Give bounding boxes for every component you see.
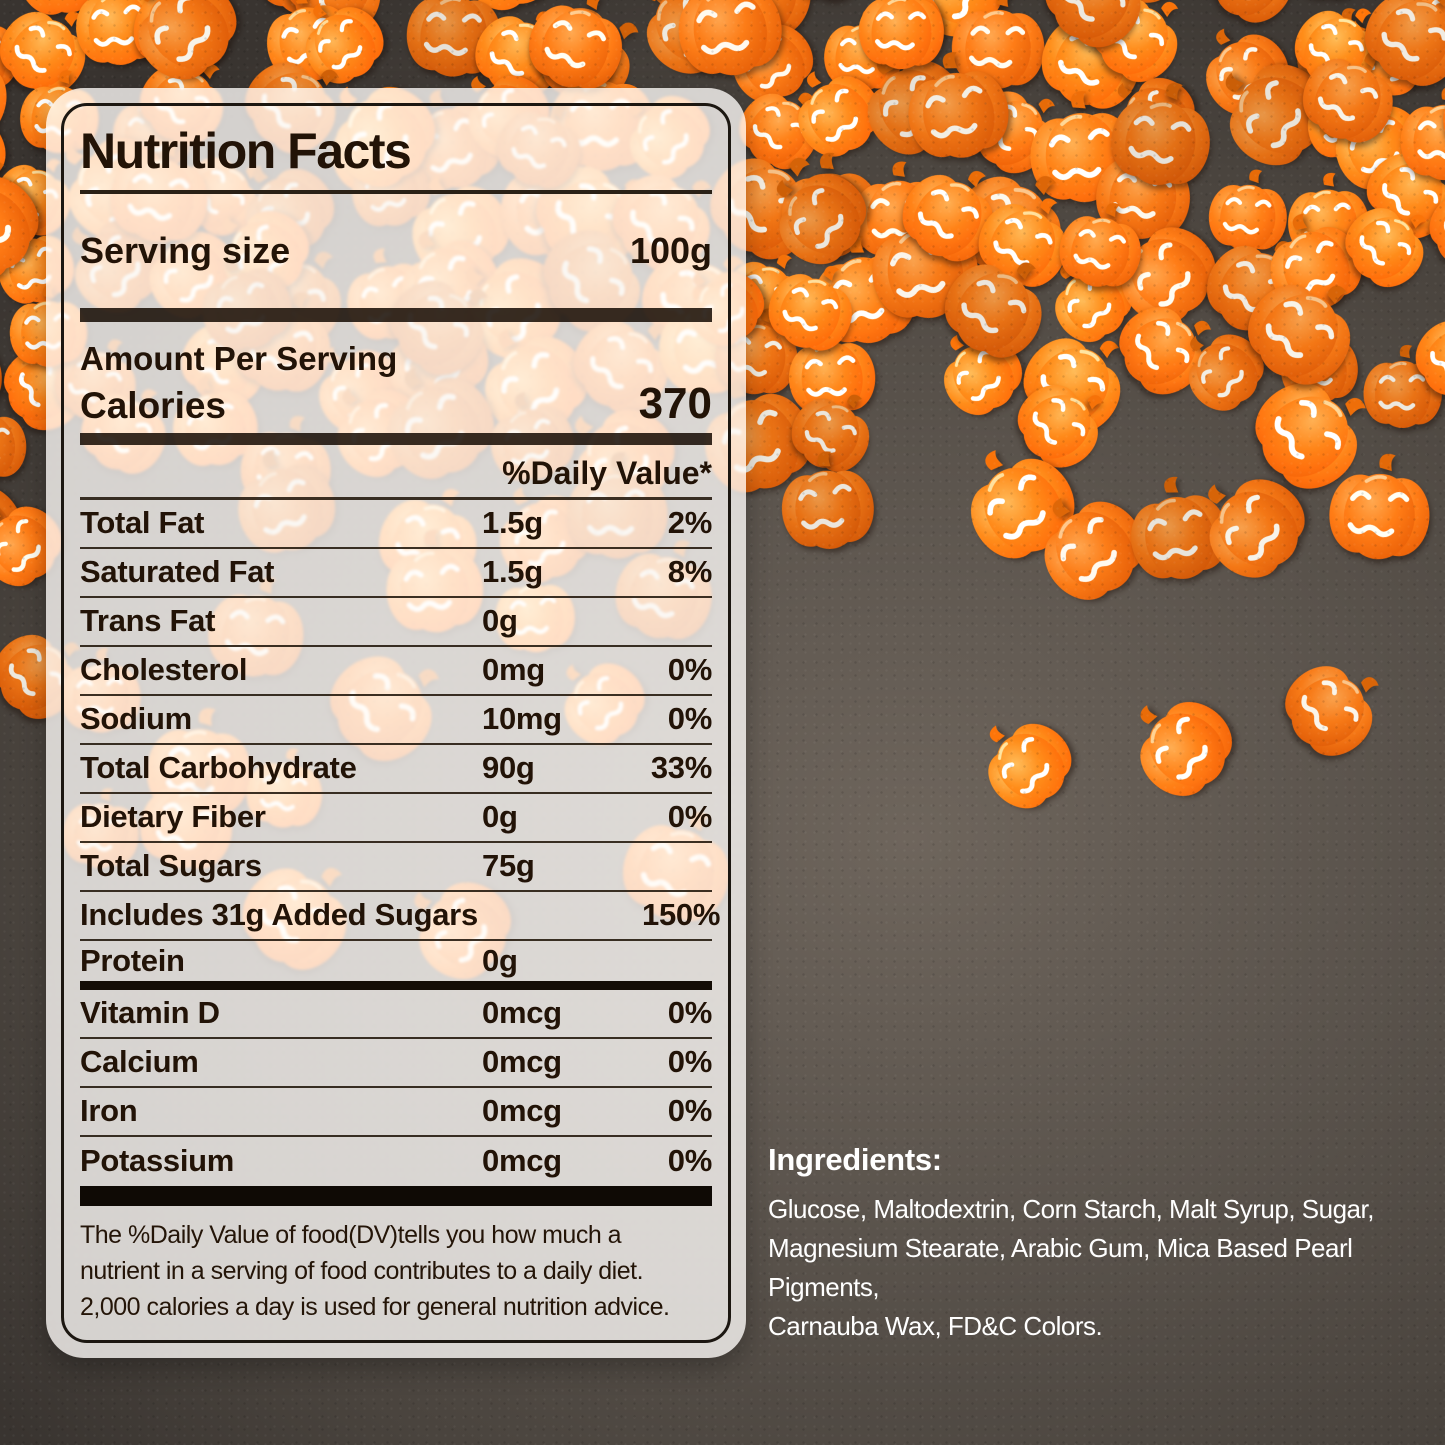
nutrient-name: Iron (80, 1093, 138, 1128)
pumpkin-candy (952, 689, 1099, 836)
nutrient-name: Vitamin D (80, 995, 220, 1030)
nutrient-name: Total Sugars (80, 848, 262, 883)
ingredients-heading: Ingredients: (768, 1142, 942, 1177)
nutrient-row: Cholesterol 0mg 0% (80, 647, 712, 696)
nutrient-row: Iron 0mcg 0% (80, 1088, 712, 1137)
nutrient-daily-value: 0% (667, 1093, 713, 1128)
nutrient-name: Includes 31g Added Sugars (80, 897, 478, 932)
nutrient-amount: 0mg (482, 652, 545, 687)
pumpkin-candy (1091, 65, 1232, 206)
nutrient-name: Saturated Fat (80, 554, 275, 589)
serving-size-row: Serving size 100g (80, 230, 712, 274)
nutrient-row: Sodium 10mg 0% (80, 696, 712, 745)
nutrient-name: Calcium (80, 1044, 199, 1079)
nutrient-row: Includes 31g Added Sugars 150% (80, 892, 720, 941)
nutrient-daily-value: 0% (667, 701, 713, 736)
section-divider-thick (80, 308, 712, 322)
nutrient-row: Saturated Fat 1.5g 8% (80, 549, 712, 598)
nutrient-daily-value: 0% (667, 799, 713, 834)
nutrient-amount: 0g (482, 799, 518, 834)
serving-size-value: 100g (629, 230, 712, 271)
nutrient-amount: 0g (482, 603, 518, 638)
nutrient-daily-value: 0% (667, 995, 713, 1030)
nutrient-daily-value: 0% (667, 652, 713, 687)
nutrient-row: Total Carbohydrate 90g 33% (80, 745, 712, 794)
amount-per-serving-label: Amount Per Serving (80, 340, 398, 377)
nutrient-amount: 0mcg (482, 1044, 562, 1079)
nutrient-daily-value: 0% (667, 1143, 713, 1178)
ingredients-text: Glucose, Maltodextrin, Corn Starch, Malt… (768, 1194, 1374, 1341)
nutrient-name: Protein (80, 942, 185, 978)
nutrient-row: Vitamin D 0mcg 0% (80, 990, 712, 1039)
nutrient-amount: 1.5g (482, 505, 543, 540)
nutrient-table: Total Fat 1.5g 2% Saturated Fat 1.5g 8% Trans … (80, 500, 720, 1186)
nutrient-amount: 10mg (482, 701, 562, 736)
nutrient-row: Trans Fat 0g (80, 598, 712, 647)
nutrient-amount: 0mcg (482, 995, 562, 1030)
label-border: Nutrition Facts Serving size 100g Amount… (61, 103, 731, 1343)
row-divider (80, 497, 712, 500)
nutrient-daily-value: 150% (642, 897, 721, 932)
nutrient-daily-value: 8% (667, 554, 713, 589)
pumpkin-candy (764, 439, 889, 564)
nutrient-amount: 0mcg (482, 1093, 562, 1128)
nutrient-name: Total Fat (80, 505, 205, 540)
daily-value-footnote: The %Daily Value of food(DV)tells you ho… (80, 1220, 670, 1321)
pumpkin-candy (1257, 630, 1411, 784)
nutrient-row: Potassium 0mcg 0% (80, 1137, 712, 1186)
nutrient-amount: 0g (482, 942, 518, 978)
daily-value-header: %Daily Value* (502, 455, 712, 491)
calories-row: Calories 370 (80, 379, 712, 428)
nutrient-amount: 0mcg (482, 1143, 562, 1178)
pumpkin-candy (1313, 442, 1445, 574)
title-divider (80, 190, 712, 194)
calories-value: 370 (638, 379, 712, 428)
footer-divider-thick (80, 1185, 712, 1206)
calories-label: Calories (80, 385, 227, 426)
nutrient-row: Protein 0g (80, 941, 712, 990)
nutrient-daily-value: 2% (667, 505, 713, 540)
nutrient-amount: 1.5g (482, 554, 543, 589)
nutrient-name: Potassium (80, 1143, 235, 1178)
nutrient-name: Sodium (80, 701, 192, 736)
nutrient-row: Total Sugars 75g (80, 843, 712, 892)
nutrient-row: Total Fat 1.5g 2% (80, 500, 712, 549)
nutrient-row: Dietary Fiber 0g 0% (80, 794, 712, 843)
nutrient-row: Calcium 0mcg 0% (80, 1039, 712, 1088)
nutrient-name: Cholesterol (80, 652, 248, 687)
serving-size-label: Serving size (80, 230, 291, 271)
nutrient-name: Dietary Fiber (80, 799, 266, 834)
nutrient-daily-value: 0% (667, 1044, 713, 1079)
label-title: Nutrition Facts (80, 123, 412, 179)
nutrition-facts-label: Nutrition Facts Serving size 100g Amount… (46, 88, 746, 1358)
pumpkin-candy (1100, 663, 1262, 825)
nutrient-amount: 75g (482, 848, 535, 883)
ingredients-section: Ingredients: Glucose, Maltodextrin, Corn… (768, 1142, 1445, 1346)
nutrient-amount: 90g (482, 750, 535, 785)
section-divider-thick (80, 433, 712, 445)
nutrient-name: Trans Fat (80, 603, 216, 638)
nutrient-name: Total Carbohydrate (80, 750, 357, 785)
nutrient-daily-value: 33% (650, 750, 712, 785)
